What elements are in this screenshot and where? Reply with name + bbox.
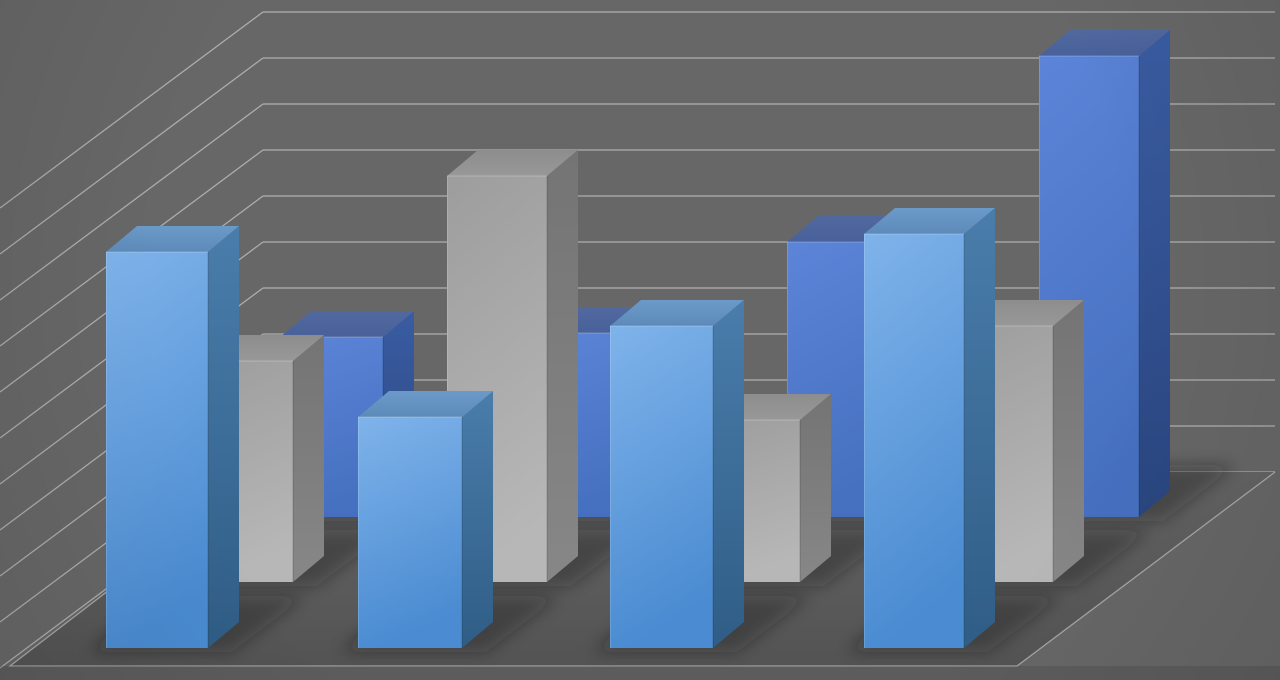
bar-side-face	[462, 391, 493, 648]
bar-side-face	[208, 226, 239, 648]
bar-front-face	[610, 326, 713, 648]
bar-front-face	[864, 234, 964, 648]
bar-front-row-4	[864, 208, 995, 648]
bar-side-face	[964, 208, 995, 648]
bar-side-face	[800, 394, 831, 582]
below-floor-strip	[0, 666, 1280, 680]
bar-front-row-3	[610, 300, 744, 648]
bar-side-face	[713, 300, 744, 648]
bar-side-face	[1139, 30, 1170, 517]
bar-side-face	[547, 150, 578, 582]
bar-side-face	[293, 335, 324, 582]
bar-front-face	[358, 417, 462, 648]
bar-front-row-2	[358, 391, 493, 648]
bar-side-face	[1053, 300, 1084, 582]
bar-front-row-1	[106, 226, 239, 648]
bar-front-face	[106, 252, 208, 648]
